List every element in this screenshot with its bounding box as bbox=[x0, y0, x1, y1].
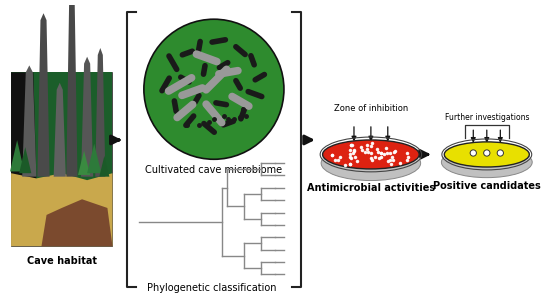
Polygon shape bbox=[41, 199, 113, 246]
Polygon shape bbox=[78, 151, 90, 175]
Circle shape bbox=[497, 150, 503, 156]
Text: Further investigations: Further investigations bbox=[444, 113, 529, 122]
Polygon shape bbox=[87, 144, 101, 173]
Ellipse shape bbox=[321, 146, 421, 181]
Polygon shape bbox=[19, 147, 31, 173]
Polygon shape bbox=[37, 13, 50, 177]
Polygon shape bbox=[100, 156, 109, 177]
Polygon shape bbox=[67, 0, 78, 177]
Ellipse shape bbox=[442, 147, 532, 178]
Polygon shape bbox=[11, 173, 113, 246]
Ellipse shape bbox=[323, 140, 419, 169]
Polygon shape bbox=[22, 65, 36, 177]
Circle shape bbox=[483, 150, 490, 156]
Polygon shape bbox=[95, 48, 106, 177]
Text: Antimicrobial activities: Antimicrobial activities bbox=[307, 183, 435, 194]
Polygon shape bbox=[81, 57, 93, 177]
Ellipse shape bbox=[443, 153, 531, 163]
Text: Positive candidates: Positive candidates bbox=[433, 181, 541, 190]
Polygon shape bbox=[11, 72, 113, 246]
Text: Zone of inhibition: Zone of inhibition bbox=[334, 104, 408, 113]
Text: Cultivated cave microbiome: Cultivated cave microbiome bbox=[145, 165, 283, 175]
Text: Phylogenetic classification: Phylogenetic classification bbox=[147, 283, 276, 293]
Ellipse shape bbox=[444, 142, 529, 167]
Circle shape bbox=[144, 19, 284, 159]
Polygon shape bbox=[11, 72, 36, 180]
Polygon shape bbox=[10, 140, 24, 172]
Ellipse shape bbox=[321, 153, 421, 165]
Text: Cave habitat: Cave habitat bbox=[27, 256, 97, 266]
Polygon shape bbox=[11, 72, 113, 180]
Polygon shape bbox=[54, 83, 66, 177]
Circle shape bbox=[470, 150, 476, 156]
